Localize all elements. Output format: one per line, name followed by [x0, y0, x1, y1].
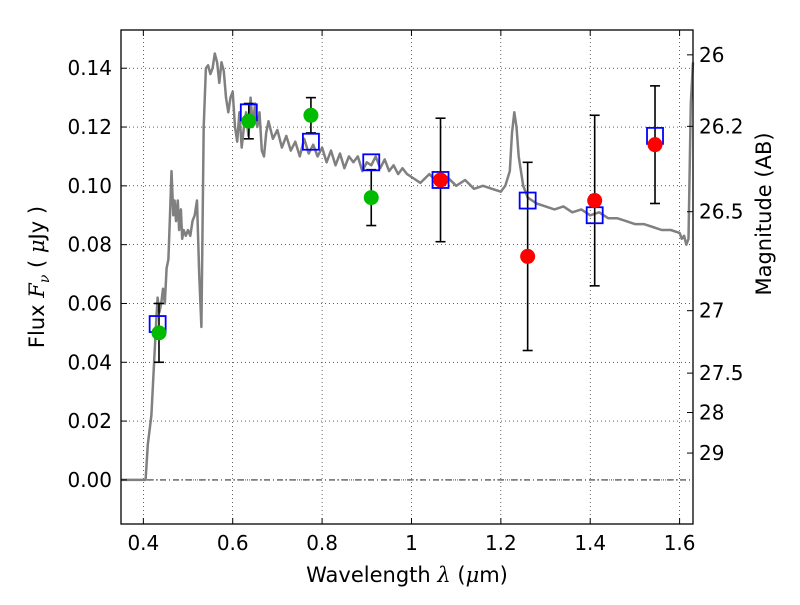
tick-labels: 0.4 0.6 0.8 1 1.2 1.4 1.6 0.00 0.02 0.04 0.06 0.08 0…: [67, 43, 743, 555]
infrared-point: [433, 172, 449, 188]
x-tick-label: 1.6: [664, 531, 696, 555]
y-tick-label: 0.10: [67, 174, 112, 198]
optical-point: [363, 190, 379, 206]
x-tick-label: 0.8: [306, 531, 338, 555]
y2-tick-label: 26.5: [699, 200, 744, 224]
optical-point: [151, 325, 167, 341]
plot-frame: [120, 29, 694, 525]
x-tick-label: 0.4: [127, 531, 159, 555]
y2-axis-title: Magnitude (AB): [752, 132, 776, 295]
x-tick-label: 0.6: [217, 531, 249, 555]
y-tick-label: 0.04: [67, 350, 112, 374]
y2-tick-label: 27.5: [699, 361, 744, 385]
y-tick-label: 0.06: [67, 291, 112, 315]
model-spectrum-layer: [121, 52, 695, 482]
optical-point: [241, 113, 257, 129]
model-point-square: [431, 171, 450, 189]
infrared-point: [587, 193, 603, 209]
model-spectrum-line: [121, 52, 695, 482]
infrared-point: [647, 137, 663, 153]
y-axis-title: Flux Fν ( μJy ): [25, 206, 53, 348]
grid: [121, 30, 693, 524]
y-tick-label: 0.00: [67, 468, 112, 492]
model-point-square: [518, 191, 537, 210]
y-tick-label: 0.08: [67, 233, 112, 257]
y2-tick-label: 27: [699, 299, 724, 323]
infrared-point: [520, 248, 536, 264]
y-tick-label: 0.14: [67, 56, 112, 80]
axis-ticks: [121, 30, 693, 524]
y2-tick-label: 29: [699, 441, 724, 465]
x-tick-label: 1.4: [574, 531, 606, 555]
y2-tick-label: 26: [699, 43, 724, 67]
y-tick-label: 0.12: [67, 115, 112, 139]
x-tick-label: 1: [405, 531, 418, 555]
model-point-square: [362, 153, 381, 172]
y2-tick-label: 26.2: [699, 114, 744, 138]
y2-tick-label: 28: [699, 401, 724, 425]
x-axis-title: Wavelength λ (μm): [306, 563, 508, 587]
marker-layer: [148, 103, 664, 341]
x-tick-label: 1.2: [485, 531, 517, 555]
optical-point: [303, 107, 319, 123]
model-point-square: [302, 132, 320, 151]
y-tick-label: 0.02: [67, 409, 112, 433]
